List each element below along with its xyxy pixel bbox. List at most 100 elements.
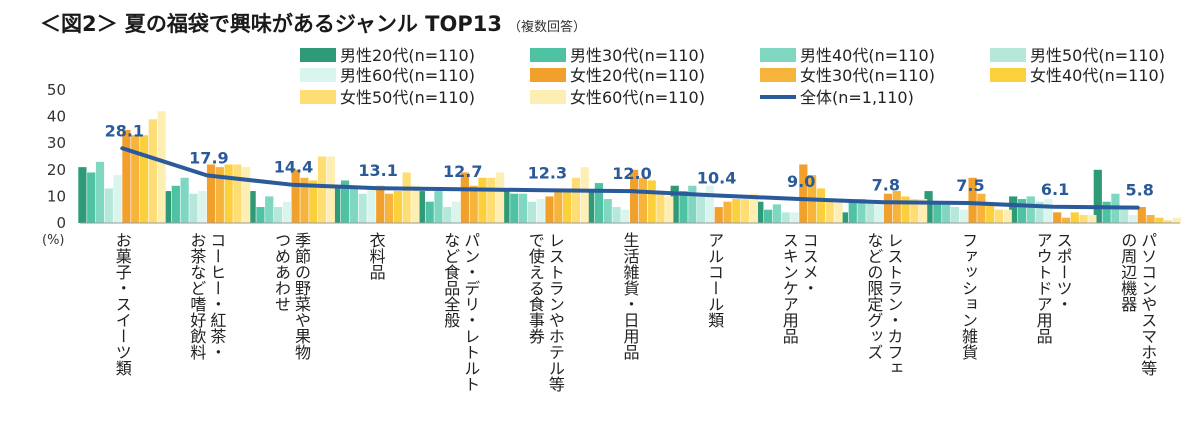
bar <box>580 167 589 223</box>
bar <box>113 175 122 223</box>
bar <box>402 172 411 223</box>
legend-label: 男性40代(n=110) <box>800 46 935 65</box>
bar <box>300 177 309 223</box>
bar <box>309 180 318 223</box>
bar <box>977 193 986 223</box>
bar <box>772 204 782 223</box>
y-tick-label: 20 <box>47 161 66 179</box>
total-data-label: 7.5 <box>956 176 984 195</box>
legend-swatch <box>530 68 566 82</box>
bar <box>282 201 291 223</box>
legend-label: 男性20代(n=110) <box>340 46 475 65</box>
legend-swatch <box>760 48 796 62</box>
bar <box>764 209 773 223</box>
legend-swatch <box>300 68 336 82</box>
bar <box>536 199 545 223</box>
bar <box>349 188 358 223</box>
bar <box>924 191 933 223</box>
legend-label: 男性60代(n=110) <box>340 66 475 85</box>
bar <box>340 180 350 223</box>
x-tick-label: スキンケア用品 <box>780 232 799 344</box>
bar <box>104 188 113 223</box>
bar <box>1120 207 1129 223</box>
bar <box>799 164 808 223</box>
bar <box>723 201 732 223</box>
legend-swatch <box>990 68 1026 82</box>
bar <box>603 199 612 223</box>
total-data-label: 6.1 <box>1041 180 1069 199</box>
x-tick-label: パン・デリ・レトルト <box>461 232 480 392</box>
bar <box>968 177 977 223</box>
bar <box>206 164 216 223</box>
x-tick-label: コスメ・ <box>800 232 819 296</box>
total-data-label: 13.1 <box>358 161 397 180</box>
bar <box>892 191 901 223</box>
bar <box>501 191 510 223</box>
title-row: ＜図2＞ 夏の福袋で興味があるジャンル TOP13 （複数回答） <box>40 8 586 38</box>
bar <box>273 207 283 223</box>
bar <box>679 191 688 223</box>
legend-label: 女性40代(n=110) <box>1030 66 1165 85</box>
bar <box>1128 215 1138 223</box>
legend-swatch <box>760 68 796 82</box>
bar <box>714 207 723 223</box>
bar <box>510 193 519 223</box>
bar <box>1070 212 1079 223</box>
bar <box>1053 212 1062 223</box>
legend-swatch <box>300 90 336 104</box>
bar <box>545 196 554 223</box>
bar <box>866 201 875 223</box>
bar <box>857 199 866 223</box>
x-tick-label: 生活雑貨・日用品 <box>621 232 640 360</box>
bar <box>875 204 884 223</box>
bar <box>384 193 394 223</box>
total-data-label: 9.0 <box>787 172 815 191</box>
total-data-label: 12.0 <box>612 164 651 183</box>
bar <box>571 177 580 223</box>
bar <box>594 183 603 223</box>
bar <box>688 185 697 223</box>
bar <box>950 207 960 223</box>
bar <box>1172 217 1182 223</box>
bar <box>157 111 166 223</box>
bar <box>527 201 536 223</box>
total-data-label: 12.7 <box>443 162 482 181</box>
bar <box>139 135 149 223</box>
bar <box>358 193 367 223</box>
x-tick-label: アウトドア用品 <box>1034 232 1053 344</box>
bar <box>367 188 376 223</box>
bar <box>1102 201 1111 223</box>
bar <box>487 177 496 223</box>
bar <box>198 191 207 223</box>
bar <box>291 169 300 223</box>
chart-subtitle: （複数回答） <box>507 20 586 35</box>
x-tick-label: つめあわせ <box>272 232 291 312</box>
bar <box>393 191 402 223</box>
bar <box>1026 196 1035 223</box>
bar <box>78 167 87 223</box>
bar <box>460 172 469 223</box>
x-tick-label: ファッション雑貨 <box>959 232 978 360</box>
bar <box>122 129 131 223</box>
bar <box>638 177 647 223</box>
bar <box>443 207 452 223</box>
bar <box>790 212 799 223</box>
chart-title: ＜図2＞ 夏の福袋で興味があるジャンル TOP13 <box>40 12 502 36</box>
bar <box>1035 201 1044 223</box>
bar <box>933 204 942 223</box>
x-tick-label: レストランやホテル等 <box>546 232 565 392</box>
total-data-label: 7.8 <box>872 175 900 194</box>
bar <box>224 164 233 223</box>
bar <box>469 185 478 223</box>
bar <box>1164 220 1173 223</box>
bar <box>317 156 327 223</box>
bar <box>434 191 443 223</box>
bar <box>749 193 759 223</box>
bar <box>986 204 995 223</box>
total-data-label: 14.4 <box>274 158 313 177</box>
bar <box>495 172 505 223</box>
total-data-label: 5.8 <box>1126 181 1154 200</box>
x-tick-label: アルコール類 <box>705 232 724 328</box>
bar <box>247 191 256 223</box>
